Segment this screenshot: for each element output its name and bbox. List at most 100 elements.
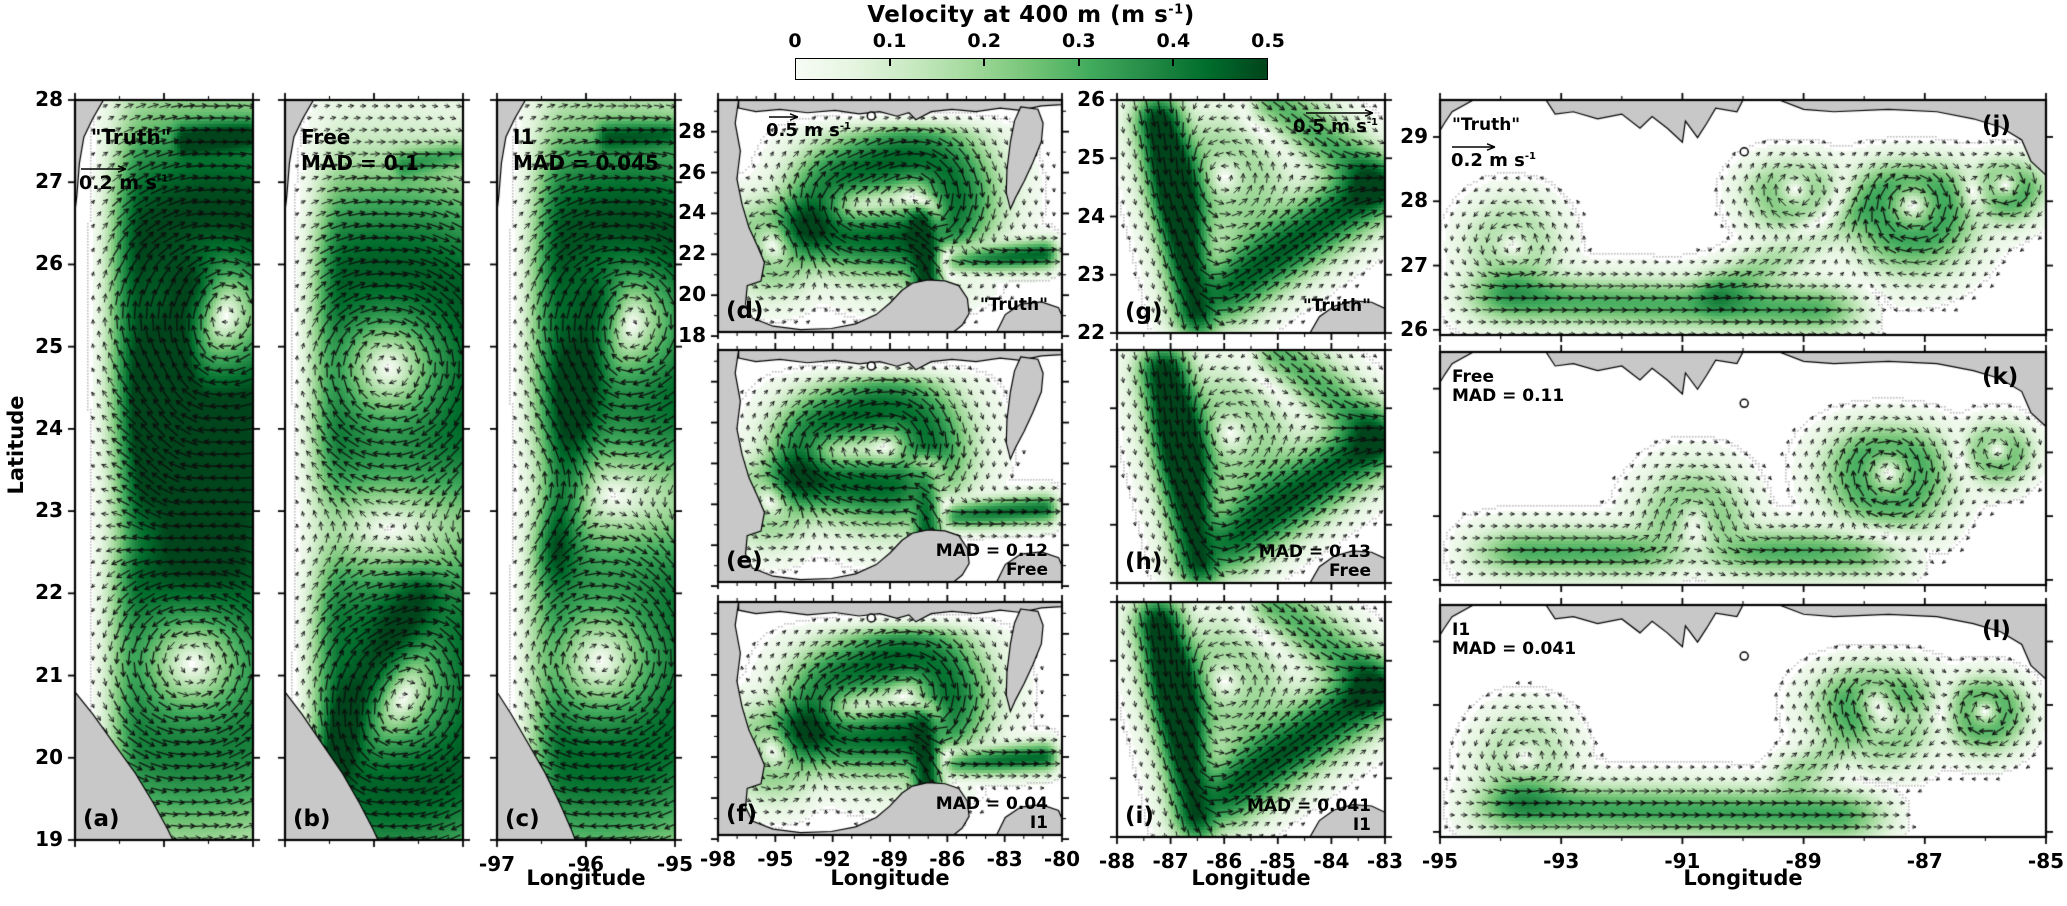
panel-f-map	[704, 588, 1076, 849]
colorbar-tick-label: 0.4	[1156, 30, 1191, 52]
ytick-label: 28	[678, 118, 706, 143]
ytick-label: 26	[35, 251, 63, 276]
panel-annotation: MAD = 0.13 Free	[1258, 542, 1371, 581]
xtick-label: -89	[871, 847, 909, 871]
colorbar-tick-mark	[888, 59, 891, 66]
panel-b-map	[271, 86, 477, 854]
panel-l-map	[1426, 591, 2060, 851]
xtick-label: -92	[814, 847, 851, 871]
panel-letter: (l)	[1982, 617, 2011, 643]
x-axis-label: Longitude	[1683, 866, 1803, 890]
ytick-label: 25	[1077, 145, 1105, 170]
x-axis-label: Longitude	[526, 866, 646, 890]
panel-i-map	[1103, 588, 1399, 851]
colorbar-tick-mark	[1077, 59, 1080, 66]
ytick-label: 20	[35, 744, 63, 769]
panel-letter: (e)	[726, 548, 763, 574]
xtick-label: -95	[656, 852, 694, 876]
panel-j-map	[1426, 86, 2060, 349]
ytick-label: 24	[35, 415, 63, 440]
scale-arrow-icon	[81, 165, 127, 173]
ytick-label: 27	[35, 169, 63, 194]
xtick-label: -83	[1366, 849, 1404, 873]
panel-annotation: "Truth"	[91, 125, 172, 149]
ytick-label: 22	[678, 241, 706, 266]
panel-annotation: "Truth"	[1452, 115, 1521, 135]
y-axis-label: Latitude	[4, 395, 28, 495]
xtick-label: -83	[986, 847, 1023, 871]
colorbar-tick-label: 0.5	[1251, 30, 1285, 52]
scale-arrow-icon	[769, 113, 799, 121]
panel-annotation: Free MAD = 0.1	[301, 125, 420, 175]
xtick-label: -98	[699, 847, 737, 871]
panel-e-map	[704, 336, 1076, 596]
panel-annotation: MAD = 0.12 Free	[935, 541, 1048, 580]
scale-arrow-label: 0.5 m s-1	[1293, 116, 1378, 137]
panel-letter: (b)	[293, 806, 331, 832]
ytick-label: 23	[1077, 261, 1105, 286]
ytick-label: 26	[1077, 87, 1105, 111]
scale-arrow-icon	[1452, 143, 1496, 151]
ytick-label: 18	[678, 323, 706, 348]
colorbar-tick-mark	[983, 59, 986, 66]
panel-annotation: "Truth"	[1302, 296, 1371, 316]
xtick-label: -88	[1098, 849, 1136, 873]
xtick-label: -87	[1152, 849, 1189, 873]
panel-h-map	[1103, 336, 1399, 597]
panel-annotation: MAD = 0.041 I1	[1246, 796, 1371, 835]
panel-annotation: I1 MAD = 0.041	[1452, 620, 1577, 659]
xtick-label: -86	[1206, 849, 1243, 873]
ytick-label: 26	[1400, 316, 1428, 341]
panel-letter: (h)	[1125, 549, 1163, 575]
ytick-label: 28	[35, 87, 63, 111]
colorbar-title: Velocity at 400 m (m s-1)	[867, 2, 1195, 28]
scale-arrow-label: 0.2 m s-1	[79, 172, 169, 194]
ytick-label: 20	[678, 282, 706, 307]
x-axis-label: Longitude	[830, 866, 950, 890]
colorbar-title-text: Velocity at 400 m (m s	[867, 2, 1169, 28]
panel-letter: (c)	[505, 806, 540, 832]
xtick-label: -89	[1785, 849, 1822, 873]
colorbar-tick-label: 0.3	[1061, 30, 1096, 52]
colorbar-title-close: )	[1183, 2, 1195, 28]
ytick-label: 24	[678, 200, 706, 225]
ytick-label: 29	[1400, 123, 1428, 148]
panel-letter: (g)	[1125, 299, 1163, 325]
x-axis-label: Longitude	[1191, 866, 1311, 890]
xtick-label: -87	[1906, 849, 1943, 873]
xtick-label: -80	[1043, 847, 1081, 871]
xtick-label: -91	[1664, 849, 1701, 873]
panel-annotation: Free MAD = 0.11	[1452, 367, 1565, 406]
panel-k-map	[1426, 338, 2060, 599]
panel-letter: (j)	[1982, 112, 2011, 138]
colorbar-gradient	[795, 58, 1268, 80]
ytick-label: 22	[35, 580, 63, 605]
ytick-label: 27	[1400, 252, 1428, 277]
ytick-label: 21	[35, 662, 63, 687]
ytick-label: 23	[35, 498, 63, 523]
scale-arrow-label: 0.2 m s-1	[1451, 150, 1536, 171]
ytick-label: 24	[1077, 203, 1105, 228]
panel-letter: (a)	[83, 806, 120, 832]
colorbar-tick-label: 0	[788, 30, 802, 52]
scale-arrow-icon	[1306, 109, 1374, 117]
panel-letter: (f)	[726, 801, 758, 827]
panel-a-map	[61, 86, 267, 854]
panel-annotation: MAD = 0.04 I1	[935, 794, 1048, 833]
panel-annotation: "Truth"	[979, 295, 1048, 315]
ytick-label: 28	[1400, 188, 1428, 213]
colorbar-tick-label: 0.2	[967, 30, 1002, 52]
panel-annotation: I1 MAD = 0.045	[513, 125, 659, 175]
xtick-label: -96	[567, 852, 605, 876]
xtick-label: -93	[1543, 849, 1580, 873]
ytick-label: 22	[1077, 320, 1105, 344]
panel-letter: (k)	[1982, 364, 2019, 390]
ytick-label: 26	[678, 159, 706, 184]
xtick-label: -86	[929, 847, 966, 871]
panel-letter: (d)	[726, 298, 764, 324]
ytick-label: 25	[35, 333, 63, 358]
xtick-label: -95	[757, 847, 794, 871]
panel-d-map	[704, 86, 1076, 346]
colorbar-tick-label: 0.1	[872, 30, 907, 52]
